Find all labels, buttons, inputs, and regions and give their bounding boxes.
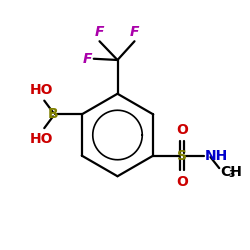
- Text: B: B: [48, 108, 58, 122]
- Text: HO: HO: [30, 132, 54, 146]
- Text: O: O: [176, 122, 188, 136]
- Text: HO: HO: [30, 83, 54, 97]
- Text: F: F: [82, 52, 92, 66]
- Text: 3: 3: [229, 170, 235, 179]
- Text: F: F: [130, 25, 139, 39]
- Text: CH: CH: [220, 164, 242, 178]
- Text: NH: NH: [205, 148, 228, 162]
- Text: F: F: [95, 25, 104, 39]
- Text: S: S: [177, 148, 187, 162]
- Text: O: O: [176, 174, 188, 188]
